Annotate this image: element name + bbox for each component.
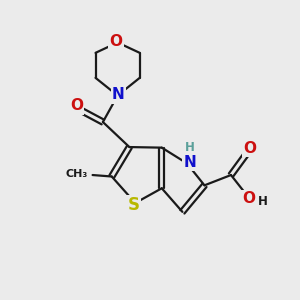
Text: S: S xyxy=(128,196,140,214)
Text: O: O xyxy=(110,34,123,49)
Text: H: H xyxy=(257,195,267,208)
Text: O: O xyxy=(70,98,83,113)
Text: O: O xyxy=(242,191,255,206)
Text: H: H xyxy=(185,141,195,154)
Text: CH₃: CH₃ xyxy=(66,169,88,179)
Text: O: O xyxy=(244,141,256,156)
Text: N: N xyxy=(183,155,196,170)
Text: N: N xyxy=(112,87,124,102)
